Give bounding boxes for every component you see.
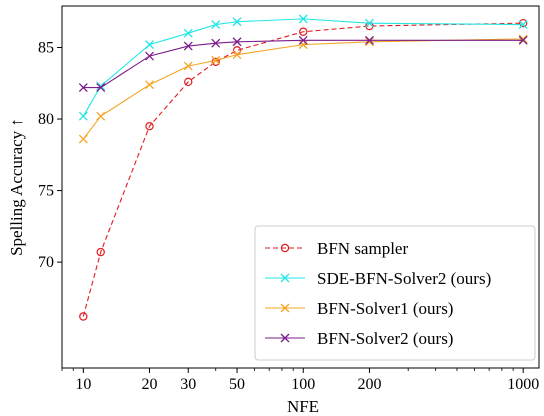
data-point xyxy=(184,77,193,87)
x-tick-label: 100 xyxy=(291,376,315,393)
legend: BFN sampler SDE-BFN-Solver2 (ours) BFN-Sol… xyxy=(254,225,536,361)
data-point xyxy=(183,41,193,51)
data-point xyxy=(211,38,221,48)
legend-item: BFN-Solver2 (ours) xyxy=(265,329,453,348)
y-tick-label: 70 xyxy=(38,254,54,271)
data-point xyxy=(96,81,106,91)
x-axis-label: NFE xyxy=(287,397,319,416)
y-tick-label: 85 xyxy=(38,39,54,56)
data-point xyxy=(299,27,308,36)
data-point xyxy=(96,83,106,93)
data-point xyxy=(518,20,528,30)
data-point xyxy=(78,134,88,144)
data-point xyxy=(232,37,242,47)
y-tick-label: 80 xyxy=(38,111,54,128)
y-axis-label: Spelling Accuracy ↑ xyxy=(7,118,26,256)
series-line xyxy=(82,38,524,140)
legend-swatch-marker xyxy=(280,303,290,313)
data-point xyxy=(365,18,374,28)
x-tick-label: 50 xyxy=(229,376,245,393)
legend-swatch-marker xyxy=(280,333,290,343)
legend-item: SDE-BFN-Solver2 (ours) xyxy=(265,269,491,288)
data-point xyxy=(518,35,528,45)
data-point xyxy=(298,40,308,50)
data-point xyxy=(298,14,308,24)
data-point xyxy=(365,37,374,47)
legend-box xyxy=(254,225,536,361)
series-3 xyxy=(78,34,528,144)
data-point xyxy=(78,111,88,121)
y-tick-label: 75 xyxy=(38,183,54,200)
legend-swatch-marker xyxy=(280,243,290,253)
legend-label: BFN-Solver2 (ours) xyxy=(317,329,453,348)
data-point xyxy=(232,50,242,60)
data-point xyxy=(145,80,154,90)
legend-label: BFN sampler xyxy=(317,239,408,258)
data-point xyxy=(211,20,221,30)
series-layer xyxy=(78,14,528,321)
data-point xyxy=(145,121,154,131)
data-point xyxy=(183,61,193,71)
data-point xyxy=(145,40,154,50)
legend-label: SDE-BFN-Solver2 (ours) xyxy=(317,269,491,288)
data-point xyxy=(183,28,193,38)
legend-label: BFN-Solver1 (ours) xyxy=(317,299,453,318)
data-point xyxy=(298,35,308,45)
data-point xyxy=(518,34,528,44)
data-point xyxy=(96,111,106,121)
x-tick-label: 10 xyxy=(75,376,91,393)
x-tick-label: 20 xyxy=(142,376,158,393)
x-tick-label: 1000 xyxy=(507,376,539,393)
data-point xyxy=(96,247,105,257)
data-point xyxy=(232,17,242,27)
data-point xyxy=(79,312,88,321)
data-point xyxy=(518,18,528,28)
data-point xyxy=(211,55,221,65)
x-tick-label: 200 xyxy=(357,376,381,393)
series-line xyxy=(82,18,524,117)
series-line xyxy=(83,39,524,89)
legend-item: BFN-Solver1 (ours) xyxy=(265,299,453,318)
data-point xyxy=(211,57,220,67)
data-point xyxy=(78,83,88,93)
x-tick-label: 30 xyxy=(180,376,196,393)
legend-item: BFN sampler xyxy=(265,239,408,258)
series-4 xyxy=(78,35,528,93)
legend-swatch-marker xyxy=(280,273,290,283)
series-2 xyxy=(78,14,528,121)
plot-frame xyxy=(61,5,540,369)
data-point xyxy=(365,35,374,45)
data-point xyxy=(145,51,154,61)
